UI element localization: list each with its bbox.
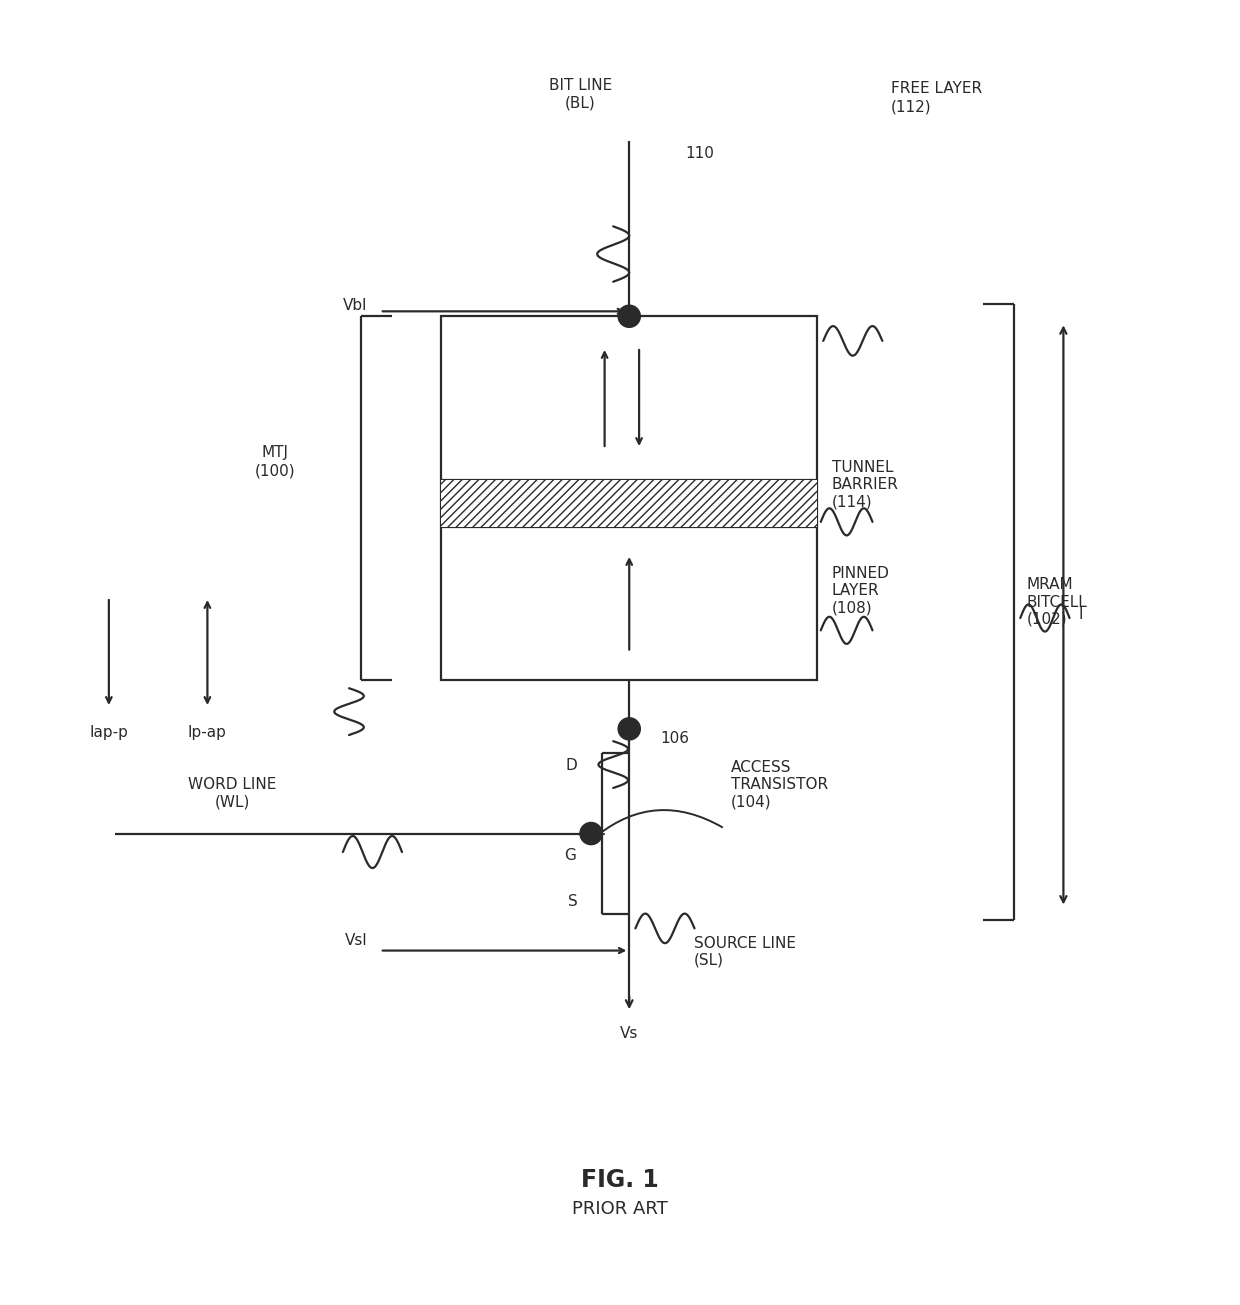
Text: (SL): (SL): [694, 953, 724, 968]
Text: (WL): (WL): [215, 793, 249, 809]
Text: (100): (100): [255, 465, 295, 479]
Text: (104): (104): [730, 793, 771, 809]
Text: Iap-p: Iap-p: [89, 726, 128, 740]
Text: Vbl: Vbl: [343, 298, 367, 313]
Text: TUNNEL: TUNNEL: [832, 461, 893, 475]
Text: TRANSISTOR: TRANSISTOR: [730, 776, 828, 792]
Text: PRIOR ART: PRIOR ART: [572, 1201, 668, 1218]
Text: (108): (108): [832, 600, 873, 616]
Text: FIG. 1: FIG. 1: [582, 1168, 658, 1191]
Circle shape: [619, 305, 640, 328]
Text: G: G: [564, 848, 577, 863]
Text: (102): (102): [1027, 612, 1068, 626]
Text: BIT LINE: BIT LINE: [549, 78, 613, 94]
Text: D: D: [565, 758, 578, 774]
Text: MTJ: MTJ: [262, 445, 289, 461]
Text: MRAM: MRAM: [1027, 577, 1073, 592]
Text: I: I: [1078, 607, 1083, 622]
Text: BARRIER: BARRIER: [832, 478, 899, 492]
Text: (112): (112): [892, 99, 931, 115]
Text: BITCELL: BITCELL: [1027, 595, 1087, 609]
Text: S: S: [568, 894, 578, 908]
Text: Vs: Vs: [620, 1026, 639, 1040]
Text: (BL): (BL): [565, 95, 596, 111]
Text: WORD LINE: WORD LINE: [187, 776, 277, 792]
Text: Ip-ap: Ip-ap: [188, 726, 227, 740]
Text: LAYER: LAYER: [832, 583, 879, 599]
Circle shape: [619, 718, 640, 740]
Text: FREE LAYER: FREE LAYER: [892, 81, 982, 95]
Text: Vsl: Vsl: [345, 933, 367, 949]
Circle shape: [580, 822, 603, 844]
Text: SOURCE LINE: SOURCE LINE: [694, 936, 796, 950]
Bar: [441, 316, 817, 680]
Text: PINNED: PINNED: [832, 566, 890, 581]
Text: ACCESS: ACCESS: [730, 760, 791, 775]
Text: 110: 110: [686, 146, 714, 162]
Text: 106: 106: [661, 731, 689, 746]
Bar: [441, 480, 817, 527]
Text: (114): (114): [832, 495, 873, 510]
